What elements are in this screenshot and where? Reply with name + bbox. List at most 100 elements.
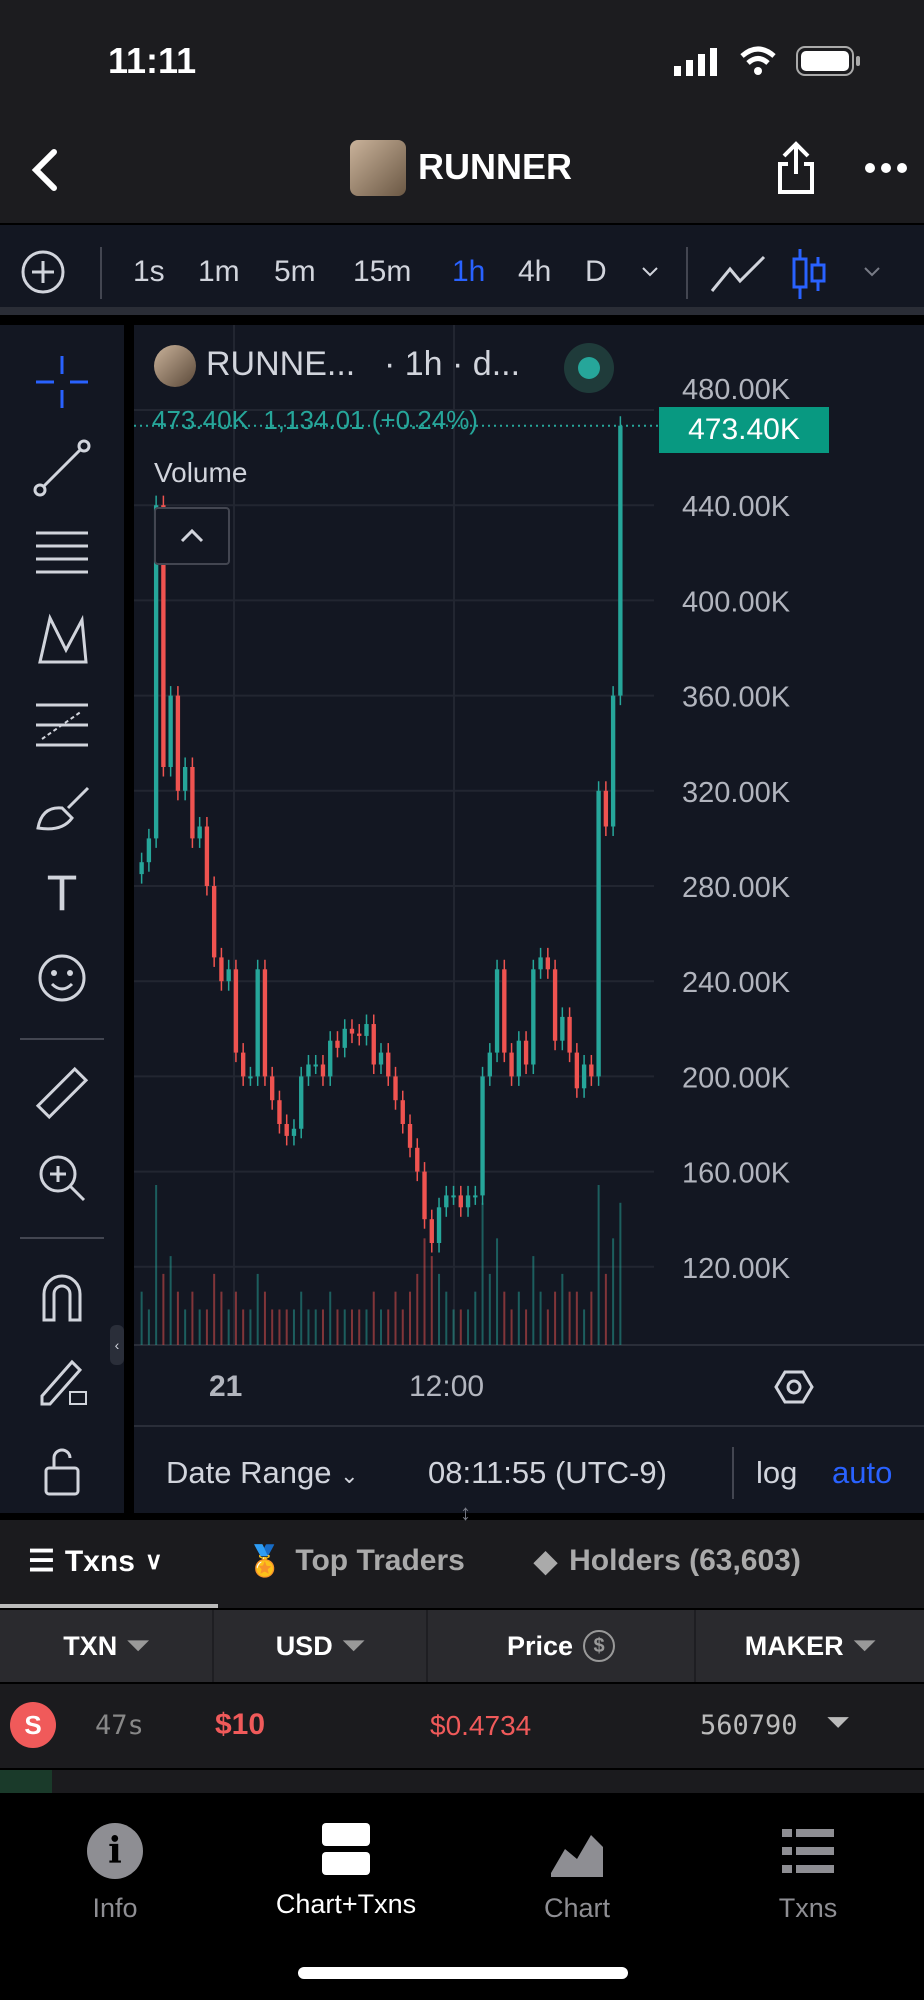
candle-body: [313, 1064, 318, 1067]
timeframe-1s[interactable]: 1s: [133, 255, 165, 288]
candle-body: [182, 767, 188, 791]
timeframe-15m[interactable]: 15m: [353, 255, 412, 288]
symbol-avatar: [154, 345, 196, 387]
collapse-legend-button[interactable]: [154, 507, 230, 565]
volume-bar: [365, 1309, 368, 1345]
filter-icon[interactable]: ⏷: [826, 1706, 850, 1739]
filter-icon[interactable]: ⏷: [342, 1630, 365, 1660]
fib-icon[interactable]: [28, 695, 96, 755]
txn-usd: $10: [215, 1708, 266, 1741]
resize-handle-icon[interactable]: ↕: [460, 1500, 471, 1525]
lock-drawing-icon[interactable]: [28, 1350, 96, 1410]
pattern-icon[interactable]: [28, 610, 96, 670]
timeframe-1m[interactable]: 1m: [198, 255, 240, 288]
nav-info[interactable]: i Info: [25, 1823, 205, 1924]
candle-body: [197, 826, 202, 839]
volume-bar: [430, 1256, 433, 1345]
tab-holders[interactable]: ◆ Holders (63,603): [534, 1544, 801, 1579]
status-time: 11:11: [108, 40, 197, 81]
volume-bar: [336, 1309, 339, 1345]
date-range-dropdown[interactable]: Date Range ⌄: [166, 1455, 359, 1491]
timeframe-d[interactable]: D: [585, 255, 607, 288]
line-chart-icon[interactable]: [710, 253, 766, 293]
candle-body: [306, 1064, 311, 1077]
auto-toggle[interactable]: auto: [832, 1455, 893, 1490]
chevron-down-icon[interactable]: [640, 265, 660, 279]
candles-icon[interactable]: [790, 247, 830, 301]
ruler-icon[interactable]: [28, 1063, 96, 1123]
chevron-down-icon: ⌄: [340, 1463, 359, 1488]
nav-label: Info: [92, 1893, 138, 1923]
timeframe-4h[interactable]: 4h: [518, 255, 552, 288]
candle-body: [342, 1028, 347, 1048]
candle-body: [589, 1064, 594, 1077]
brush-icon[interactable]: [28, 778, 96, 838]
volume-bar: [445, 1291, 448, 1345]
zoom-in-icon[interactable]: [28, 1148, 96, 1208]
candle-body: [400, 1100, 405, 1124]
column-usd[interactable]: USD ⏷: [214, 1610, 428, 1682]
timezone-time[interactable]: 08:11:55 (UTC-9): [428, 1455, 667, 1490]
candle-body: [473, 1195, 478, 1198]
table-row[interactable]: S 47s $10 $0.4734 560790 ⏷: [0, 1684, 924, 1768]
txn-maker[interactable]: 560790: [700, 1710, 798, 1741]
volume-bar: [416, 1273, 419, 1345]
back-icon[interactable]: [30, 148, 60, 192]
chart-panel[interactable]: 480.00K 440.00K 400.00K 360.00K 320.00K 280.0…: [134, 325, 924, 1513]
unlock-icon[interactable]: [28, 1440, 96, 1500]
chart-toolbar: 1s 1m 5m 15m 1h 4h D: [0, 225, 924, 315]
candle-body: [603, 790, 609, 827]
sell-badge: S: [10, 1702, 56, 1748]
timeframe-5m[interactable]: 5m: [274, 255, 316, 288]
tab-txns[interactable]: ☰ Txns ∨: [28, 1544, 163, 1579]
volume-bar: [467, 1309, 470, 1345]
column-maker[interactable]: MAKER ⏷: [696, 1610, 924, 1682]
filter-icon[interactable]: ⏷: [853, 1630, 876, 1660]
column-txn[interactable]: TXN ⏷: [0, 1610, 214, 1682]
log-toggle[interactable]: log: [756, 1455, 798, 1490]
dollar-icon[interactable]: $: [583, 1630, 616, 1662]
column-price[interactable]: Price $: [428, 1610, 696, 1682]
more-icon[interactable]: [864, 162, 908, 174]
volume-label: Volume: [154, 457, 248, 488]
drawing-tools-sidebar: T ‹: [0, 325, 124, 1513]
chevron-down-icon[interactable]: [862, 265, 882, 279]
collapse-sidebar-handle[interactable]: ‹: [110, 1325, 124, 1365]
emoji-icon[interactable]: [28, 948, 96, 1008]
volume-bar: [539, 1291, 542, 1345]
chart-settings-icon[interactable]: [774, 1367, 814, 1407]
tab-label: Holders (63,603): [569, 1544, 801, 1577]
tab-top-traders[interactable]: 🏅 Top Traders: [246, 1544, 465, 1579]
y-tick-label: 160.00K: [682, 1158, 791, 1190]
horizontal-lines-icon[interactable]: [28, 523, 96, 583]
volume-bar: [234, 1291, 237, 1345]
nav-chart-txns[interactable]: Chart+Txns: [256, 1823, 436, 1920]
candle-body: [458, 1195, 463, 1208]
filter-icon[interactable]: ⏷: [127, 1630, 149, 1660]
timeframe-1h[interactable]: 1h: [452, 255, 486, 288]
text-icon[interactable]: T: [46, 865, 78, 921]
volume-bar: [213, 1273, 216, 1345]
tab-label: Top Traders: [295, 1544, 465, 1577]
magnet-icon[interactable]: [28, 1268, 96, 1328]
candle-body: [386, 1052, 391, 1077]
volume-bar: [300, 1291, 303, 1345]
candle-body: [531, 969, 536, 1065]
candle-body: [204, 826, 210, 886]
price-chart[interactable]: 480.00K 440.00K 400.00K 360.00K 320.00K 280.0…: [134, 325, 924, 1425]
volume-bar: [474, 1291, 477, 1345]
crosshair-icon[interactable]: [28, 352, 96, 412]
trend-line-icon[interactable]: [28, 438, 96, 498]
candle-body: [451, 1195, 456, 1198]
nav-txns[interactable]: Txns: [718, 1823, 898, 1924]
candle-body: [581, 1064, 587, 1089]
column-label: Price: [506, 1630, 574, 1661]
volume-bar: [358, 1309, 361, 1345]
txns-tabs: ↕ ☰ Txns ∨ 🏅 Top Traders ◆ Holders (63,603): [0, 1500, 924, 1608]
add-indicator-icon[interactable]: [20, 249, 66, 295]
volume-bar: [220, 1291, 223, 1345]
share-icon[interactable]: [774, 140, 818, 196]
split-view-icon: [322, 1823, 370, 1875]
candle-body: [502, 969, 507, 1053]
nav-chart[interactable]: Chart: [487, 1823, 667, 1924]
